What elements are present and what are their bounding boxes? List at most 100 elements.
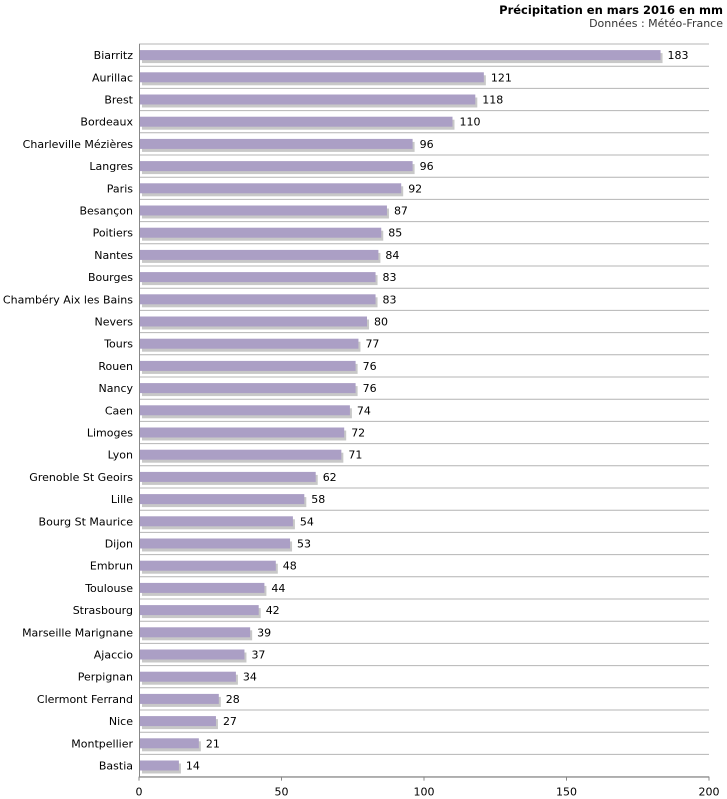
category-label: Tours xyxy=(103,338,133,351)
bar xyxy=(140,138,413,149)
category-label: Nice xyxy=(109,715,133,728)
value-label: 71 xyxy=(348,449,362,462)
bar xyxy=(140,538,291,549)
bar xyxy=(140,627,251,638)
category-label: Caen xyxy=(105,404,133,417)
bar xyxy=(140,716,216,727)
bar xyxy=(140,760,179,771)
value-label: 92 xyxy=(408,182,422,195)
value-label: 14 xyxy=(186,760,200,773)
category-label: Nantes xyxy=(94,249,133,262)
x-axis: 0 50 100 150 200 xyxy=(136,44,720,799)
x-tick-label: 200 xyxy=(699,786,720,799)
category-label: Brest xyxy=(104,94,133,107)
value-label: 39 xyxy=(257,626,271,639)
bar xyxy=(140,693,219,704)
category-label: Biarritz xyxy=(94,49,134,62)
category-label: Rouen xyxy=(98,360,133,373)
bar xyxy=(140,360,356,371)
value-label: 77 xyxy=(365,338,379,351)
value-label: 48 xyxy=(283,560,297,573)
category-label: Langres xyxy=(89,160,133,173)
value-label: 28 xyxy=(226,693,240,706)
value-label: 83 xyxy=(383,293,397,306)
category-label: Charleville Mézières xyxy=(23,138,134,151)
bar xyxy=(140,205,387,216)
value-label: 96 xyxy=(420,160,434,173)
value-label: 83 xyxy=(383,271,397,284)
value-label: 183 xyxy=(668,49,689,62)
bar xyxy=(140,405,350,416)
value-label: 118 xyxy=(482,94,503,107)
bar xyxy=(140,272,376,283)
value-label: 76 xyxy=(363,382,377,395)
bar xyxy=(140,338,359,349)
bar xyxy=(140,427,345,438)
value-label: 74 xyxy=(357,404,371,417)
category-label: Bourges xyxy=(88,271,133,284)
value-label: 37 xyxy=(251,649,265,662)
value-label: 96 xyxy=(420,138,434,151)
value-label: 58 xyxy=(311,493,325,506)
bar xyxy=(140,249,379,260)
category-label: Nancy xyxy=(99,382,134,395)
category-label: Perpignan xyxy=(78,671,133,684)
category-label: Bastia xyxy=(99,760,133,773)
category-label: Bordeaux xyxy=(80,116,133,129)
value-label: 84 xyxy=(385,249,399,262)
value-label: 76 xyxy=(363,360,377,373)
category-label: Marseille Marignane xyxy=(22,626,133,639)
bar xyxy=(140,582,265,593)
grid-lines xyxy=(139,43,709,778)
x-tick-label: 100 xyxy=(414,786,435,799)
category-label: Strasbourg xyxy=(73,604,133,617)
bar xyxy=(140,316,367,327)
category-label: Embrun xyxy=(90,560,133,573)
value-label: 72 xyxy=(351,427,365,440)
bar xyxy=(140,227,382,238)
bar xyxy=(140,605,259,616)
bar xyxy=(140,294,376,305)
bar xyxy=(140,72,484,83)
bar xyxy=(140,161,413,172)
category-label: Chambéry Aix les Bains xyxy=(3,293,133,306)
category-label: Besançon xyxy=(79,205,133,218)
value-label: 42 xyxy=(266,604,280,617)
category-label: Lyon xyxy=(108,449,133,462)
value-label: 62 xyxy=(323,471,337,484)
category-label: Ajaccio xyxy=(94,649,133,662)
category-label: Dijon xyxy=(105,538,133,551)
value-label: 87 xyxy=(394,205,408,218)
value-label: 54 xyxy=(300,515,314,528)
bar xyxy=(140,116,453,127)
category-labels: Biarritz Aurillac Brest Bordeaux Charleville… xyxy=(3,49,134,772)
value-label: 85 xyxy=(388,227,402,240)
value-label: 44 xyxy=(271,582,285,595)
x-tick-label: 0 xyxy=(136,786,143,799)
bar xyxy=(140,183,402,194)
chart-title: Précipitation en mars 2016 en mm xyxy=(499,3,723,17)
category-label: Lille xyxy=(111,493,133,506)
bar xyxy=(140,471,316,482)
bar xyxy=(140,671,236,682)
bar xyxy=(140,516,293,527)
bar xyxy=(140,449,342,460)
category-label: Bourg St Maurice xyxy=(39,515,134,528)
category-label: Clermont Ferrand xyxy=(37,693,133,706)
category-label: Aurillac xyxy=(92,71,133,84)
category-label: Montpellier xyxy=(71,737,133,750)
value-label: 53 xyxy=(297,538,311,551)
category-label: Limoges xyxy=(87,427,133,440)
value-label: 121 xyxy=(491,71,512,84)
category-label: Toulouse xyxy=(84,582,133,595)
bar xyxy=(140,738,199,749)
category-label: Nevers xyxy=(94,316,133,329)
x-tick-label: 50 xyxy=(275,786,289,799)
category-label: Grenoble St Geoirs xyxy=(29,471,133,484)
x-tick-label: 150 xyxy=(556,786,577,799)
chart-subtitle: Données : Météo-France xyxy=(589,17,723,30)
bar xyxy=(140,560,276,571)
bar xyxy=(140,494,305,505)
